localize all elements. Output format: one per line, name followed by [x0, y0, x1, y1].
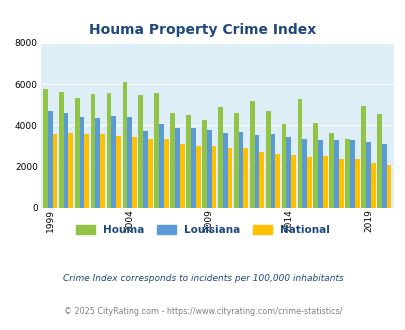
Bar: [243, 148, 247, 208]
Bar: [365, 142, 370, 208]
Bar: [43, 89, 48, 208]
Bar: [52, 134, 57, 208]
Bar: [175, 128, 179, 208]
Bar: [179, 144, 184, 208]
Bar: [381, 144, 386, 208]
Bar: [227, 148, 232, 208]
Bar: [211, 146, 216, 208]
Bar: [111, 116, 116, 208]
Bar: [154, 93, 159, 208]
Bar: [170, 113, 175, 208]
Bar: [148, 139, 152, 208]
Bar: [190, 128, 195, 208]
Bar: [254, 135, 259, 208]
Bar: [132, 137, 136, 208]
Bar: [186, 115, 190, 208]
Bar: [354, 159, 359, 208]
Bar: [122, 82, 127, 208]
Bar: [313, 123, 318, 208]
Bar: [100, 134, 105, 208]
Bar: [344, 139, 349, 208]
Bar: [386, 165, 390, 208]
Legend: Houma, Louisiana, National: Houma, Louisiana, National: [72, 221, 333, 239]
Bar: [306, 157, 311, 208]
Bar: [79, 117, 84, 208]
Bar: [290, 155, 295, 208]
Bar: [360, 106, 365, 208]
Bar: [281, 124, 286, 208]
Bar: [217, 107, 222, 208]
Bar: [265, 111, 270, 208]
Bar: [48, 111, 52, 208]
Bar: [318, 140, 322, 208]
Bar: [195, 146, 200, 208]
Bar: [338, 159, 343, 208]
Bar: [333, 140, 338, 208]
Bar: [349, 140, 354, 208]
Bar: [116, 136, 121, 208]
Bar: [207, 129, 211, 208]
Bar: [233, 113, 238, 208]
Bar: [84, 134, 89, 208]
Bar: [59, 92, 64, 208]
Bar: [259, 152, 264, 208]
Bar: [302, 139, 306, 208]
Text: © 2025 CityRating.com - https://www.cityrating.com/crime-statistics/: © 2025 CityRating.com - https://www.city…: [64, 307, 341, 316]
Bar: [64, 113, 68, 208]
Bar: [107, 93, 111, 208]
Bar: [164, 139, 168, 208]
Bar: [270, 134, 275, 208]
Bar: [376, 114, 381, 208]
Bar: [322, 156, 327, 208]
Bar: [238, 132, 243, 208]
Bar: [297, 99, 302, 208]
Bar: [127, 117, 132, 208]
Bar: [286, 137, 290, 208]
Bar: [95, 118, 100, 208]
Bar: [75, 98, 79, 208]
Bar: [249, 101, 254, 208]
Bar: [90, 94, 95, 208]
Bar: [370, 163, 375, 208]
Bar: [202, 120, 207, 208]
Bar: [222, 133, 227, 208]
Bar: [143, 131, 148, 208]
Bar: [68, 133, 73, 208]
Text: Houma Property Crime Index: Houma Property Crime Index: [89, 23, 316, 37]
Bar: [138, 95, 143, 208]
Bar: [275, 154, 279, 208]
Text: Crime Index corresponds to incidents per 100,000 inhabitants: Crime Index corresponds to incidents per…: [62, 274, 343, 283]
Bar: [159, 124, 164, 208]
Bar: [328, 133, 333, 208]
